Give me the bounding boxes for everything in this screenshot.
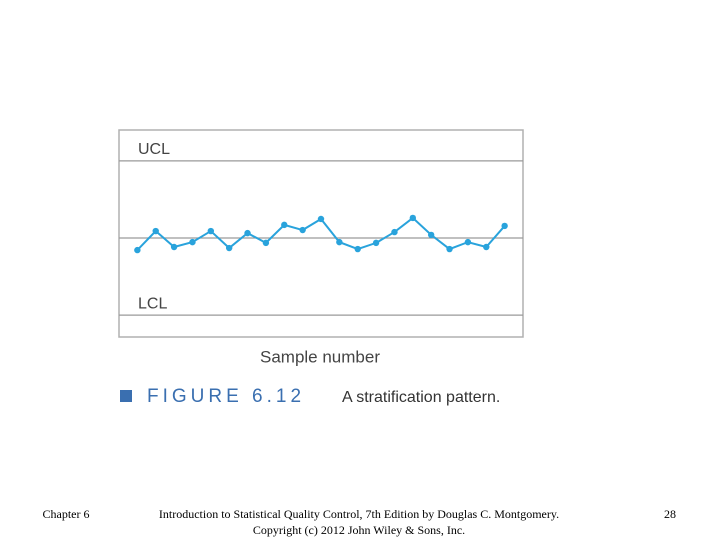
data-point <box>336 238 343 246</box>
data-point <box>244 229 251 237</box>
data-point <box>281 221 288 229</box>
x-axis-label: Sample number <box>260 347 380 366</box>
data-point <box>501 222 508 230</box>
control-label: UCL <box>138 141 170 158</box>
data-point <box>427 231 435 239</box>
figure-label: FIGURE 6.12 <box>147 386 305 407</box>
data-point <box>409 214 417 222</box>
control-label: LCL <box>138 295 167 312</box>
caption: A stratification pattern. <box>342 389 500 406</box>
data-point <box>134 246 141 254</box>
footer-center: Introduction to Statistical Quality Cont… <box>159 507 559 521</box>
data-point <box>372 239 380 247</box>
data-point <box>170 243 178 251</box>
figure-marker <box>120 390 132 402</box>
data-point <box>354 245 361 253</box>
data-point <box>391 228 398 236</box>
data-point <box>317 215 325 223</box>
plot-frame <box>118 129 524 338</box>
data-point <box>446 245 453 253</box>
data-point <box>262 239 270 247</box>
data-point <box>483 243 490 251</box>
data-point <box>207 227 215 235</box>
data-point <box>189 238 196 246</box>
data-point <box>225 244 233 252</box>
data-point <box>152 227 159 235</box>
data-point <box>299 226 306 234</box>
footer-left: Chapter 6 <box>43 507 90 521</box>
footer-right: 28 <box>664 507 676 521</box>
footer-center: Copyright (c) 2012 John Wiley & Sons, In… <box>253 523 465 537</box>
data-point <box>464 238 472 246</box>
